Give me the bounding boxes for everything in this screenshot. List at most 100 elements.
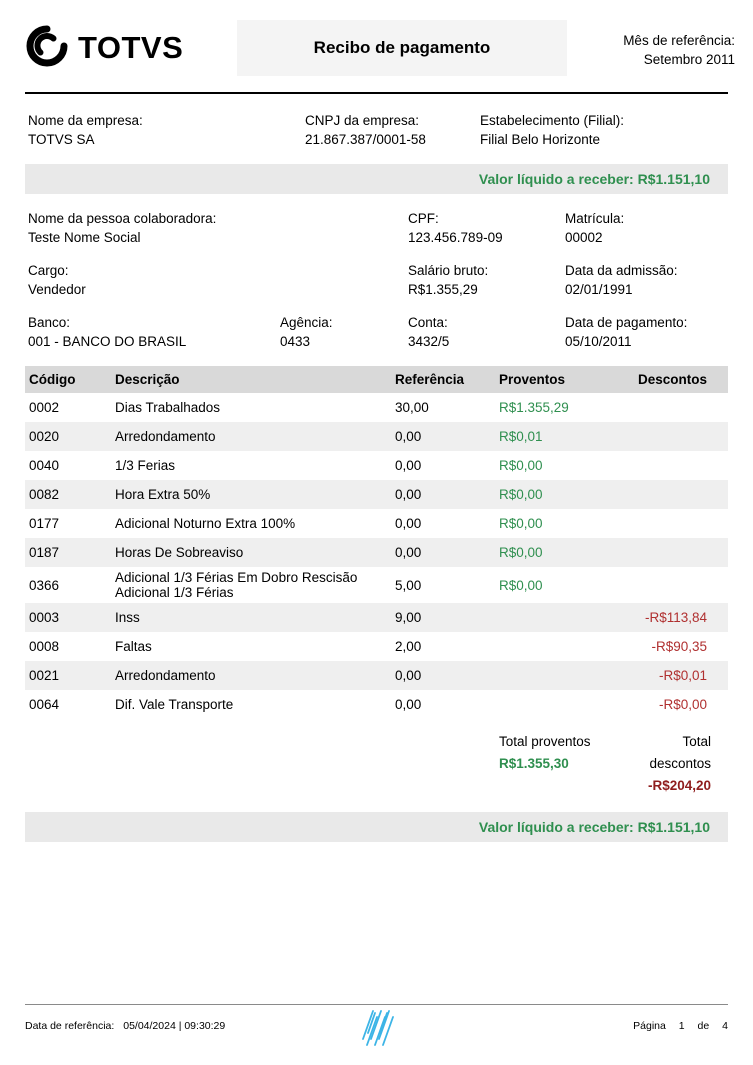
footer: Data de referência: 05/04/2024 | 09:30:2… [25, 1004, 728, 1046]
brand: TOTVS [25, 24, 237, 73]
footer-pagination: Página 1 de 4 [623, 1020, 728, 1032]
cell-descricao: Hora Extra 50% [115, 487, 211, 502]
cell-descricao: 1/3 Ferias [115, 458, 176, 473]
employee-cargo-value: Vendedor [28, 282, 86, 297]
reference-month-block: Mês de referência: Setembro 2011 [567, 27, 735, 69]
table-row: 0177 Adicional Noturno Extra 100% 0,00 R$0,… [25, 509, 728, 538]
header: TOTVS Recibo de pagamento Mês de referên… [0, 0, 753, 76]
cell-proventos: R$0,01 [499, 429, 543, 444]
cell-referencia: 0,00 [395, 458, 422, 473]
total-proventos: Total proventos R$1.355,30 [499, 731, 619, 797]
cell-proventos: R$0,00 [499, 458, 543, 473]
cell-codigo: 0008 [29, 639, 60, 654]
cell-referencia: 0,00 [395, 668, 422, 683]
table-row: 0040 1/3 Ferias 0,00 R$0,00 [25, 451, 728, 480]
company-cnpj-field: CNPJ da empresa: 21.867.387/0001-58 [305, 111, 480, 149]
bank-conta-label: Conta: [408, 315, 448, 330]
cell-descontos [619, 434, 711, 440]
table-row: 0008 Faltas 2,00 -R$90,35 [25, 632, 728, 661]
net-value-banner-top: Valor líquido a receber: R$1.151,10 [25, 164, 728, 194]
payment-date-label: Data de pagamento: [565, 315, 688, 330]
employee-admissao-label: Data da admissão: [565, 263, 678, 278]
totvs-logo-icon [25, 24, 69, 73]
cell-proventos: R$0,00 [499, 545, 543, 560]
cell-descricao: Dias Trabalhados [115, 400, 221, 415]
cell-descricao: Faltas [115, 639, 152, 654]
employee-name-label: Nome da pessoa colaboradora: [28, 211, 217, 226]
page-of-label: de [697, 1020, 710, 1032]
cell-proventos: R$0,00 [499, 516, 543, 531]
cell-codigo: 0177 [29, 516, 60, 531]
cell-codigo: 0040 [29, 458, 60, 473]
employee-cpf-field: CPF: 123.456.789-09 [408, 209, 565, 247]
cell-proventos: R$1.355,29 [499, 400, 569, 415]
header-referencia: Referência [395, 372, 465, 387]
cell-descricao: Dif. Vale Transporte [115, 697, 234, 712]
cell-descricao: Arredondamento [115, 429, 216, 444]
bank-agencia-label: Agência: [280, 315, 333, 330]
bank-name-field: Banco: 001 - BANCO DO BRASIL [28, 313, 280, 351]
table-row: 0366 Adicional 1/3 Férias Em Dobro Rescis… [25, 567, 728, 603]
bank-conta-value: 3432/5 [408, 334, 450, 349]
employee-matricula-field: Matrícula: 00002 [565, 209, 728, 247]
employee-salario-field: Salário bruto: R$1.355,29 [408, 261, 565, 299]
reference-month-label: Mês de referência: [623, 33, 735, 48]
company-info-row: Nome da empresa: TOTVS SA CNPJ da empres… [25, 111, 728, 149]
company-name-field: Nome da empresa: TOTVS SA [28, 111, 305, 149]
table-row: 0187 Horas De Sobreaviso 0,00 R$0,00 [25, 538, 728, 567]
page-current: 1 [678, 1020, 685, 1032]
company-branch-label: Estabelecimento (Filial): [480, 113, 625, 128]
cell-referencia: 2,00 [395, 639, 422, 654]
table-row: 0082 Hora Extra 50% 0,00 R$0,00 [25, 480, 728, 509]
cell-descontos: -R$90,35 [651, 639, 707, 654]
employee-cpf-label: CPF: [408, 211, 439, 226]
employee-salario-label: Salário bruto: [408, 263, 489, 278]
header-descontos: Descontos [637, 372, 707, 387]
net-value-banner-bottom: Valor líquido a receber: R$1.151,10 [25, 812, 728, 842]
cell-proventos: R$0,00 [499, 577, 543, 593]
document-title-box: Recibo de pagamento [237, 20, 567, 76]
cell-referencia: 5,00 [395, 577, 422, 593]
payment-date-field: Data de pagamento: 05/10/2011 [565, 313, 728, 351]
company-name-label: Nome da empresa: [28, 113, 143, 128]
employee-cargo-field: Cargo: Vendedor [28, 261, 408, 299]
employee-matricula-label: Matrícula: [565, 211, 625, 226]
company-cnpj-value: 21.867.387/0001-58 [305, 132, 426, 147]
page-label: Página [633, 1020, 666, 1032]
payment-date-value: 05/10/2011 [565, 334, 632, 349]
cell-referencia: 30,00 [395, 400, 429, 415]
total-proventos-value: R$1.355,30 [499, 756, 569, 771]
table-row: 0003 Inss 9,00 -R$113,84 [25, 603, 728, 632]
cell-codigo: 0064 [29, 697, 60, 712]
page-total: 4 [722, 1020, 728, 1032]
cell-proventos [499, 644, 619, 650]
total-descontos: Total descontos -R$204,20 [619, 731, 711, 797]
cell-descontos [619, 550, 711, 556]
total-proventos-label: Total proventos [499, 734, 591, 749]
employee-matricula-value: 00002 [565, 230, 603, 245]
bank-agencia-value: 0433 [280, 334, 311, 349]
cell-codigo: 0020 [29, 429, 60, 444]
employee-admissao-value: 02/01/1991 [565, 282, 633, 297]
footer-reference-label: Data de referência: [25, 1020, 115, 1032]
footer-reference-value: 05/04/2024 | 09:30:29 [123, 1020, 226, 1032]
bank-name-label: Banco: [28, 315, 71, 330]
table-row: 0020 Arredondamento 0,00 R$0,01 [25, 422, 728, 451]
table-row: 0021 Arredondamento 0,00 -R$0,01 [25, 661, 728, 690]
employee-salario-value: R$1.355,29 [408, 282, 478, 297]
employee-cargo-label: Cargo: [28, 263, 69, 278]
employee-name-value: Teste Nome Social [28, 230, 141, 245]
bank-agencia-field: Agência: 0433 [280, 313, 408, 351]
totals-row: Total proventos R$1.355,30 Total descont… [25, 731, 728, 797]
company-branch-value: Filial Belo Horizonte [480, 132, 601, 147]
cell-proventos [499, 673, 619, 679]
cell-codigo: 0082 [29, 487, 60, 502]
cell-descontos [619, 582, 711, 588]
employee-name-field: Nome da pessoa colaboradora: Teste Nome … [28, 209, 408, 247]
footer-reference: Data de referência: 05/04/2024 | 09:30:2… [25, 1020, 231, 1032]
cell-descontos [619, 492, 711, 498]
table-row: 0064 Dif. Vale Transporte 0,00 -R$0,00 [25, 690, 728, 719]
cell-codigo: 0366 [29, 577, 60, 593]
cell-referencia: 0,00 [395, 697, 422, 712]
